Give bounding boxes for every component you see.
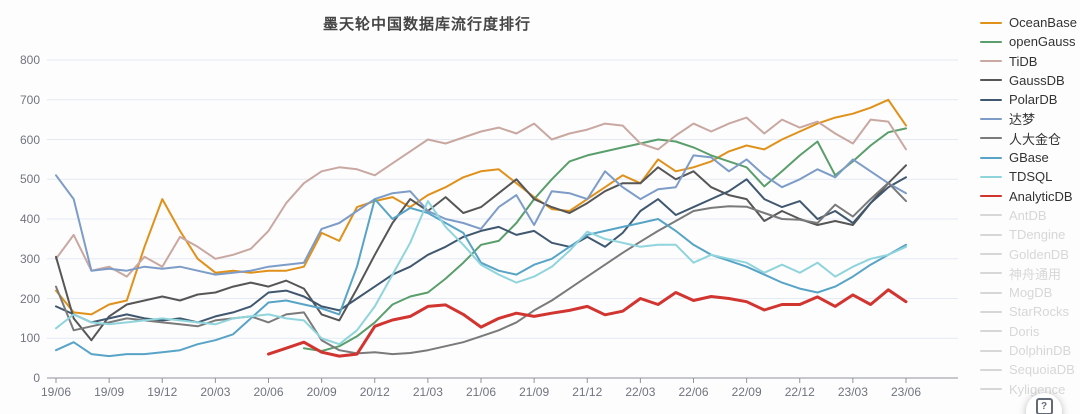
legend-swatch bbox=[980, 233, 1002, 236]
series-line-人大金仓[interactable] bbox=[55, 181, 907, 356]
series-line-AnalyticDB[interactable] bbox=[267, 288, 908, 358]
legend-item-GoldenDB[interactable]: GoldenDB bbox=[980, 247, 1080, 262]
legend-item-TDengine[interactable]: TDengine bbox=[980, 227, 1080, 242]
legend-label: StarRocks bbox=[1009, 304, 1069, 320]
legend-item-AntDB[interactable]: AntDB bbox=[980, 208, 1080, 223]
legend-label: GBase bbox=[1009, 150, 1049, 166]
legend-item-神舟通用[interactable]: 神舟通用 bbox=[980, 266, 1080, 282]
legend-label: 达梦 bbox=[1009, 112, 1036, 128]
legend-item-GaussDB[interactable]: GaussDB bbox=[980, 73, 1080, 88]
series-line-达梦[interactable] bbox=[55, 154, 907, 276]
legend-item-Kyligence[interactable]: Kyligence bbox=[980, 382, 1080, 397]
legend-swatch bbox=[980, 291, 1002, 294]
legend-item-达梦[interactable]: 达梦 bbox=[980, 111, 1080, 128]
legend-label: OceanBase bbox=[1009, 15, 1077, 30]
legend-label: Doris bbox=[1009, 323, 1040, 339]
legend-swatch bbox=[980, 253, 1002, 256]
legend-label: GaussDB bbox=[1009, 72, 1065, 88]
legend-label: DolphinDB bbox=[1009, 343, 1072, 359]
legend-item-GBase[interactable]: GBase bbox=[980, 150, 1080, 165]
legend-item-MogDB[interactable]: MogDB bbox=[980, 285, 1080, 300]
legend-swatch bbox=[980, 330, 1002, 333]
legend-swatch bbox=[980, 156, 1002, 159]
question-mark-icon: ? bbox=[1035, 398, 1053, 414]
legend-item-Doris[interactable]: Doris bbox=[980, 324, 1080, 339]
legend-swatch bbox=[980, 310, 1002, 313]
legend-swatch bbox=[980, 117, 1002, 120]
legend-item-TiDB[interactable]: TiDB bbox=[980, 54, 1080, 69]
legend-label: Kyligence bbox=[1009, 381, 1066, 397]
legend-label: GoldenDB bbox=[1009, 246, 1069, 262]
legend-item-TDSQL[interactable]: TDSQL bbox=[980, 169, 1080, 184]
legend-swatch bbox=[980, 272, 1002, 275]
series-line-openGauss[interactable] bbox=[302, 127, 907, 352]
legend-swatch bbox=[980, 79, 1002, 82]
series-line-TDSQL[interactable] bbox=[55, 200, 907, 346]
legend-swatch bbox=[980, 60, 1002, 63]
legend-item-StarRocks[interactable]: StarRocks bbox=[980, 304, 1080, 319]
legend-label: 人大金仓 bbox=[1009, 131, 1062, 147]
legend-label: PolarDB bbox=[1009, 92, 1058, 108]
legend-label: AntDB bbox=[1009, 207, 1047, 223]
legend-label: TDengine bbox=[1009, 227, 1066, 243]
legend-swatch bbox=[980, 21, 1002, 24]
legend-item-DolphinDB[interactable]: DolphinDB bbox=[980, 343, 1080, 358]
legend-label: TiDB bbox=[1009, 53, 1038, 69]
legend-item-人大金仓[interactable]: 人大金仓 bbox=[980, 131, 1080, 147]
legend-item-AnalyticDB[interactable]: AnalyticDB bbox=[980, 189, 1080, 204]
help-button[interactable]: ? bbox=[1026, 393, 1062, 414]
chart-title: 墨天轮中国数据库流行度排行 bbox=[322, 16, 531, 33]
legend-swatch bbox=[980, 368, 1002, 371]
legend-item-SequoiaDB[interactable]: SequoiaDB bbox=[980, 362, 1080, 377]
legend-label: TDSQL bbox=[1009, 169, 1053, 185]
legend-swatch bbox=[980, 137, 1002, 140]
series-line-GBase[interactable] bbox=[55, 198, 907, 358]
legend-label: openGauss bbox=[1009, 34, 1076, 50]
legend-label: 神舟通用 bbox=[1009, 266, 1062, 282]
legend-swatch bbox=[980, 175, 1002, 178]
legend-item-openGauss[interactable]: openGauss bbox=[980, 34, 1080, 49]
legend-swatch bbox=[980, 195, 1002, 198]
legend-item-PolarDB[interactable]: PolarDB bbox=[980, 92, 1080, 107]
legend-label: MogDB bbox=[1009, 285, 1053, 301]
legend-swatch bbox=[980, 40, 1002, 43]
legend-swatch bbox=[980, 388, 1002, 391]
series-line-OceanBase[interactable] bbox=[55, 98, 907, 316]
legend-swatch bbox=[980, 98, 1002, 101]
legend-item-OceanBase[interactable]: OceanBase bbox=[980, 15, 1080, 30]
legend-swatch bbox=[980, 214, 1002, 217]
series-line-TiDB[interactable] bbox=[55, 116, 907, 278]
series-line-PolarDB[interactable] bbox=[55, 176, 907, 324]
line-chart-plot[interactable] bbox=[0, 0, 965, 414]
series-line-GaussDB[interactable] bbox=[55, 164, 907, 342]
chart-legend: OceanBase openGauss TiDB GaussDB PolarDB 达梦人大… bbox=[980, 15, 1080, 401]
legend-label: SequoiaDB bbox=[1009, 362, 1075, 378]
legend-swatch bbox=[980, 349, 1002, 352]
legend-label: AnalyticDB bbox=[1009, 188, 1073, 204]
